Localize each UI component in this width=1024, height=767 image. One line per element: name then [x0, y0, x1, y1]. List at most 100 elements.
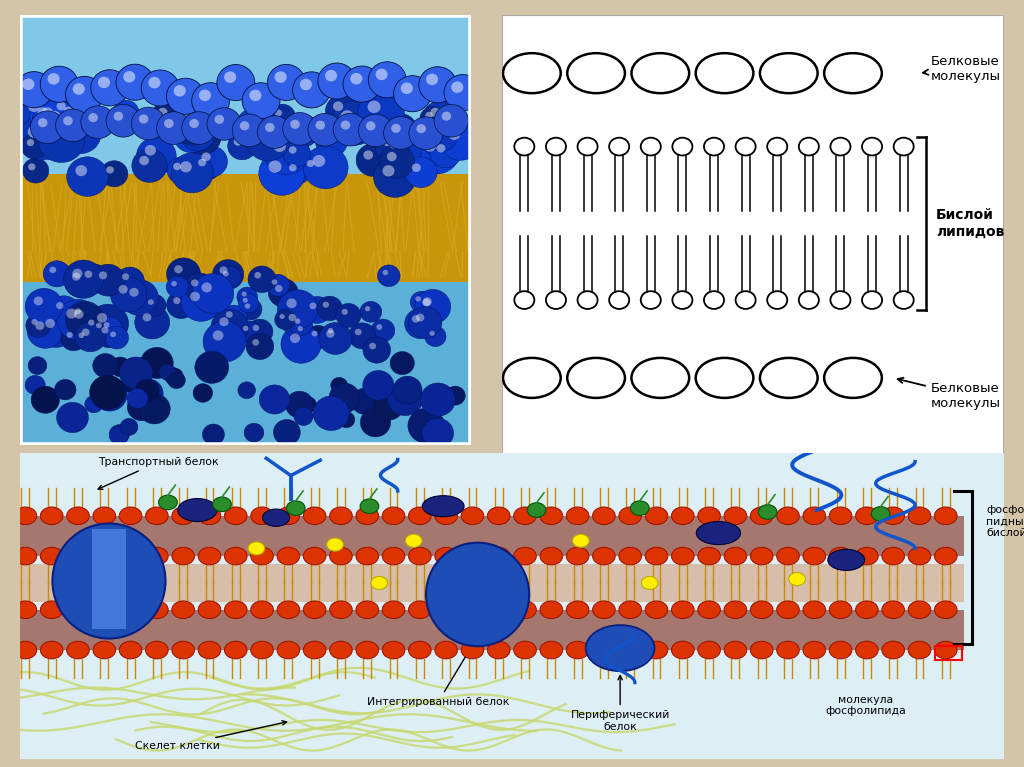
Circle shape — [393, 376, 422, 404]
Circle shape — [62, 124, 70, 131]
Circle shape — [436, 144, 445, 153]
Ellipse shape — [422, 495, 464, 517]
Circle shape — [343, 66, 381, 102]
Circle shape — [292, 121, 301, 130]
Circle shape — [28, 100, 40, 112]
Circle shape — [862, 291, 882, 309]
Circle shape — [129, 288, 138, 297]
Circle shape — [66, 301, 103, 338]
Circle shape — [514, 291, 535, 309]
Circle shape — [799, 138, 819, 156]
Circle shape — [829, 507, 852, 525]
Circle shape — [67, 601, 89, 618]
Circle shape — [672, 548, 694, 565]
Circle shape — [356, 507, 379, 525]
Circle shape — [91, 264, 125, 296]
Circle shape — [278, 601, 300, 618]
Circle shape — [14, 507, 37, 525]
Circle shape — [758, 505, 777, 519]
Circle shape — [387, 382, 423, 416]
Circle shape — [461, 601, 483, 618]
Circle shape — [93, 641, 116, 659]
Circle shape — [76, 165, 87, 176]
Circle shape — [283, 113, 317, 145]
Circle shape — [274, 309, 296, 330]
Circle shape — [133, 379, 163, 408]
Circle shape — [127, 388, 148, 409]
Circle shape — [290, 314, 312, 335]
Circle shape — [239, 294, 258, 313]
Circle shape — [240, 298, 262, 320]
Circle shape — [429, 128, 440, 139]
Circle shape — [127, 393, 157, 421]
Circle shape — [527, 503, 546, 517]
Circle shape — [724, 548, 746, 565]
Circle shape — [427, 123, 458, 151]
Circle shape — [803, 548, 825, 565]
Circle shape — [38, 107, 48, 117]
Circle shape — [66, 77, 103, 113]
Circle shape — [63, 260, 103, 298]
Circle shape — [34, 296, 43, 305]
Circle shape — [93, 354, 118, 377]
Circle shape — [593, 507, 615, 525]
Circle shape — [308, 114, 342, 146]
Circle shape — [312, 155, 326, 167]
Circle shape — [148, 77, 161, 88]
Circle shape — [894, 291, 913, 309]
Circle shape — [69, 123, 80, 133]
Circle shape — [882, 507, 904, 525]
Circle shape — [788, 572, 806, 586]
Circle shape — [195, 351, 228, 384]
Circle shape — [61, 112, 100, 150]
Circle shape — [14, 601, 37, 618]
Circle shape — [703, 291, 724, 309]
Circle shape — [89, 375, 126, 410]
Circle shape — [578, 138, 598, 156]
Circle shape — [776, 548, 800, 565]
Circle shape — [424, 110, 461, 146]
Circle shape — [461, 548, 483, 565]
Circle shape — [672, 641, 694, 659]
Circle shape — [119, 285, 128, 294]
Circle shape — [30, 100, 67, 135]
Circle shape — [49, 296, 79, 324]
Circle shape — [152, 101, 184, 133]
Circle shape — [141, 70, 179, 106]
Circle shape — [56, 101, 66, 110]
Circle shape — [74, 310, 84, 319]
Circle shape — [88, 113, 98, 122]
Circle shape — [119, 641, 142, 659]
Circle shape — [142, 295, 166, 317]
Circle shape — [70, 120, 80, 130]
Ellipse shape — [503, 358, 561, 398]
Circle shape — [97, 313, 108, 323]
Circle shape — [114, 100, 139, 124]
Circle shape — [882, 601, 904, 618]
Circle shape — [300, 397, 316, 413]
Circle shape — [449, 129, 460, 140]
Circle shape — [224, 641, 247, 659]
Circle shape — [213, 331, 223, 341]
Circle shape — [417, 124, 426, 133]
Circle shape — [34, 124, 71, 160]
Circle shape — [31, 111, 65, 143]
Circle shape — [364, 150, 373, 160]
Circle shape — [245, 304, 250, 308]
Circle shape — [273, 420, 300, 445]
Circle shape — [423, 100, 458, 134]
Circle shape — [368, 100, 381, 113]
Circle shape — [91, 70, 129, 106]
Circle shape — [540, 548, 562, 565]
Circle shape — [280, 314, 285, 319]
Circle shape — [145, 548, 168, 565]
Circle shape — [63, 107, 74, 116]
Circle shape — [300, 79, 312, 91]
Circle shape — [673, 138, 692, 156]
Circle shape — [371, 319, 395, 342]
Circle shape — [135, 305, 170, 339]
Polygon shape — [20, 15, 471, 187]
Circle shape — [225, 311, 232, 318]
Ellipse shape — [632, 358, 689, 398]
Circle shape — [75, 321, 106, 352]
